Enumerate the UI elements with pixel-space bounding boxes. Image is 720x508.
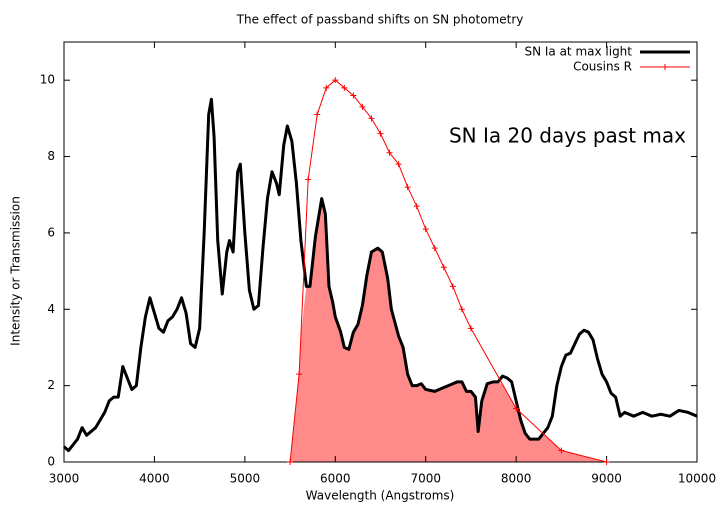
point-marker — [350, 92, 357, 99]
y-tick-label: 10 — [40, 73, 55, 87]
point-marker — [603, 459, 610, 465]
y-tick-label: 0 — [47, 455, 55, 469]
series-line — [289, 79, 607, 463]
point-marker — [458, 306, 465, 313]
point-marker — [422, 226, 429, 233]
y-tick-label: 6 — [47, 225, 55, 239]
point-marker — [341, 84, 348, 91]
chart-title: The effect of passband shifts on SN phot… — [236, 13, 524, 27]
point-marker — [467, 325, 474, 332]
x-tick-label: 3000 — [49, 472, 80, 486]
point-marker — [431, 245, 438, 252]
series-line — [63, 97, 698, 453]
x-tick-label: 7000 — [410, 472, 441, 486]
overlap-fill — [290, 198, 607, 462]
legend-label: SN Ia at max light — [524, 45, 632, 59]
point-marker — [513, 405, 520, 412]
x-tick-label: 10000 — [678, 472, 716, 486]
point-marker — [332, 77, 339, 84]
point-marker — [377, 130, 384, 137]
point-marker — [413, 203, 420, 210]
point-marker — [305, 176, 312, 183]
x-tick-label: 8000 — [501, 472, 532, 486]
point-marker — [386, 149, 393, 156]
y-axis-label: Intensity or Transmission — [9, 196, 23, 346]
x-tick-label: 5000 — [230, 472, 261, 486]
point-marker — [395, 161, 402, 168]
point-marker — [449, 283, 456, 290]
legend-marker — [662, 64, 668, 70]
y-tick-label: 4 — [47, 302, 55, 316]
y-tick-label: 2 — [47, 378, 55, 392]
point-marker — [359, 103, 366, 110]
x-tick-label: 9000 — [591, 472, 622, 486]
point-marker — [404, 184, 411, 191]
legend-label: Cousins R — [573, 60, 632, 74]
point-marker — [296, 371, 303, 378]
point-marker — [440, 264, 447, 271]
point-marker — [368, 115, 375, 122]
y-tick-label: 8 — [47, 149, 55, 163]
x-tick-label: 4000 — [139, 472, 170, 486]
point-marker — [323, 84, 330, 91]
x-axis-label: Wavelength (Angstroms) — [306, 489, 455, 503]
point-marker — [558, 447, 565, 454]
point-marker — [314, 111, 321, 118]
plot-frame — [63, 41, 698, 463]
x-tick-label: 6000 — [320, 472, 351, 486]
point-marker — [287, 459, 294, 465]
annotation: SN Ia 20 days past max — [449, 124, 686, 148]
